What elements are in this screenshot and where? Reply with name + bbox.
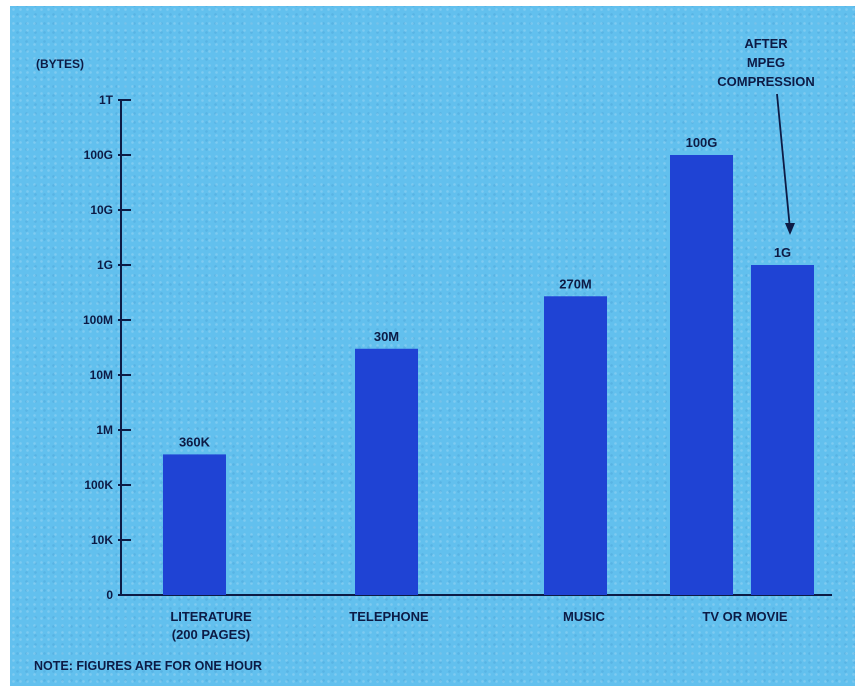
y-tick-label: 1G [97, 258, 113, 272]
bar [163, 454, 226, 595]
bar-value-label: 270M [559, 276, 592, 291]
annotation-text: MPEG [747, 55, 785, 70]
y-tick-label: 10M [90, 368, 113, 382]
bar [751, 265, 814, 595]
y-tick-label: 100K [84, 478, 113, 492]
y-tick-label: 100M [83, 313, 113, 327]
y-tick-label: 1M [96, 423, 113, 437]
x-category-label: MUSIC [563, 609, 606, 624]
bar [544, 296, 607, 595]
bar-layer [163, 155, 814, 595]
y-tick-label: 0 [106, 588, 113, 602]
axis-layer: 1T 100G 10G 1G 100M 10M 1M 100K 10K 0 [83, 93, 832, 602]
y-tick-label: 10G [90, 203, 113, 217]
y-tick-label: 10K [91, 533, 113, 547]
bar-value-label: 30M [374, 329, 399, 344]
annotation-text: COMPRESSION [717, 74, 815, 89]
bar [355, 348, 418, 595]
x-category-label: TV OR MOVIE [702, 609, 788, 624]
bar-value-label: 1G [774, 245, 791, 260]
footnote: NOTE: FIGURES ARE FOR ONE HOUR [34, 659, 262, 673]
label-layer: 360K 30M 270M 100G 1G LITERATURE (200 PAGES) TE… [170, 135, 791, 642]
y-tick-label: 100G [84, 148, 113, 162]
bar [670, 155, 733, 595]
x-category-label: LITERATURE [170, 609, 252, 624]
annotation-arrow-line [776, 93, 791, 230]
y-tick-label: 1T [99, 93, 114, 107]
mpeg-annotation: AFTER MPEG COMPRESSION [717, 36, 815, 235]
x-category-label: TELEPHONE [349, 609, 429, 624]
annotation-text: AFTER [744, 36, 788, 51]
bar-value-label: 360K [179, 434, 211, 449]
y-axis-label: (BYTES) [36, 57, 84, 71]
annotation-arrow-head [785, 223, 795, 235]
bar-value-label: 100G [686, 135, 718, 150]
x-category-sublabel: (200 PAGES) [172, 627, 251, 642]
